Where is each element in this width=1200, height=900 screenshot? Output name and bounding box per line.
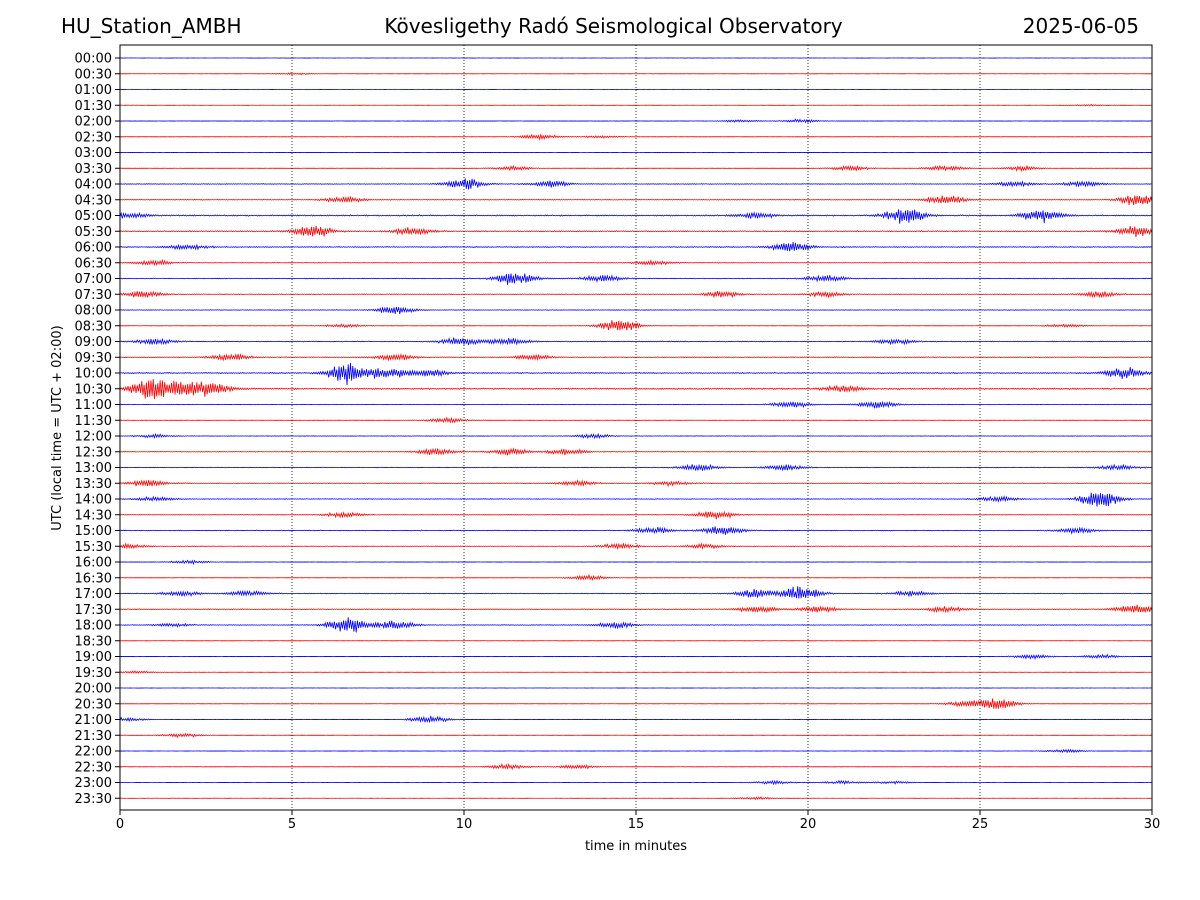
trace-14:00 xyxy=(119,492,1153,507)
y-tick-label: 04:00 xyxy=(75,178,112,193)
y-tick-label: 21:30 xyxy=(75,729,112,744)
trace-14:30 xyxy=(119,510,1153,520)
x-tick-label: 25 xyxy=(972,817,989,832)
trace-22:30 xyxy=(119,763,1153,771)
y-tick-label: 15:00 xyxy=(75,524,112,539)
trace-12:00 xyxy=(119,432,1153,440)
trace-06:30 xyxy=(119,258,1153,267)
y-tick-label: 14:30 xyxy=(75,508,112,523)
x-tick-label: 30 xyxy=(1144,817,1161,832)
x-tick-label: 15 xyxy=(628,817,645,832)
trace-08:00 xyxy=(119,306,1153,315)
y-tick-label: 06:00 xyxy=(75,241,112,256)
trace-16:00 xyxy=(119,559,1153,566)
trace-19:00 xyxy=(119,653,1153,660)
y-tick-label: 05:00 xyxy=(75,209,112,224)
x-tick-label: 20 xyxy=(800,817,817,832)
trace-04:00 xyxy=(119,178,1153,190)
y-tick-label: 01:00 xyxy=(75,83,112,98)
trace-08:30 xyxy=(119,320,1153,331)
trace-23:00 xyxy=(119,779,1153,786)
trace-02:00 xyxy=(119,118,1153,124)
y-tick-label: 17:30 xyxy=(75,603,112,618)
y-tick-label: 14:00 xyxy=(75,493,112,508)
y-tick-label: 16:00 xyxy=(75,556,112,571)
x-tick-label: 0 xyxy=(116,817,124,832)
trace-10:30 xyxy=(119,378,1153,400)
y-tick-label: 21:00 xyxy=(75,713,112,728)
y-tick-label: 00:00 xyxy=(75,52,112,67)
trace-12:30 xyxy=(119,447,1153,456)
trace-17:00 xyxy=(119,586,1153,599)
y-tick-label: 13:00 xyxy=(75,461,112,476)
y-tick-label: 00:30 xyxy=(75,67,112,82)
y-tick-label: 18:00 xyxy=(75,619,112,634)
y-tick-label: 09:30 xyxy=(75,351,112,366)
y-tick-label: 11:30 xyxy=(75,414,112,429)
y-tick-label: 12:30 xyxy=(75,445,112,460)
y-tick-label: 07:00 xyxy=(75,272,112,287)
trace-09:00 xyxy=(119,336,1153,346)
y-tick-label: 18:30 xyxy=(75,634,112,649)
trace-06:00 xyxy=(119,242,1153,252)
y-tick-label: 03:30 xyxy=(75,162,112,177)
trace-00:30 xyxy=(119,72,1153,76)
y-tick-label: 22:30 xyxy=(75,760,112,775)
y-tick-label: 23:30 xyxy=(75,792,112,807)
y-tick-label: 16:30 xyxy=(75,571,112,586)
station-name: HU_Station_AMBH xyxy=(61,14,242,38)
x-tick-label: 10 xyxy=(456,817,473,832)
y-tick-label: 03:00 xyxy=(75,146,112,161)
chart-date: 2025-06-05 xyxy=(1022,14,1139,38)
x-axis-label: time in minutes xyxy=(585,839,687,854)
trace-20:30 xyxy=(119,698,1153,709)
trace-11:00 xyxy=(119,400,1153,409)
y-tick-label: 08:00 xyxy=(75,304,112,319)
y-tick-label: 19:00 xyxy=(75,650,112,665)
grid-lines xyxy=(291,45,981,810)
trace-22:00 xyxy=(119,748,1153,754)
x-tick-label: 5 xyxy=(288,817,296,832)
trace-04:30 xyxy=(119,195,1153,205)
y-tick-label: 05:30 xyxy=(75,225,112,240)
y-tick-label: 10:00 xyxy=(75,367,112,382)
y-tick-label: 02:00 xyxy=(75,115,112,130)
y-tick-label: 17:00 xyxy=(75,587,112,602)
trace-18:00 xyxy=(119,617,1153,633)
y-tick-label: 09:00 xyxy=(75,335,112,350)
y-tick-label: 06:30 xyxy=(75,256,112,271)
y-tick-label: 04:30 xyxy=(75,193,112,208)
y-tick-label: 12:00 xyxy=(75,430,112,445)
y-tick-label: 19:30 xyxy=(75,666,112,681)
y-tick-label: 15:30 xyxy=(75,540,112,555)
y-tick-label: 20:30 xyxy=(75,697,112,712)
y-tick-group: 00:0000:3001:0001:3002:0002:3003:0003:30… xyxy=(75,52,120,807)
chart-title: Kövesligethy Radó Seismological Observat… xyxy=(384,14,843,38)
trace-21:00 xyxy=(119,715,1153,724)
y-tick-label: 22:00 xyxy=(75,745,112,760)
y-tick-label: 08:30 xyxy=(75,319,112,334)
trace-10:00 xyxy=(119,362,1153,386)
trace-15:00 xyxy=(119,526,1153,535)
trace-02:30 xyxy=(119,133,1153,141)
trace-16:30 xyxy=(119,573,1153,581)
y-tick-label: 07:30 xyxy=(75,288,112,303)
y-tick-label: 23:00 xyxy=(75,776,112,791)
y-axis-label: UTC (local time = UTC + 02:00) xyxy=(50,325,65,530)
trace-07:00 xyxy=(119,273,1153,285)
trace-05:00 xyxy=(119,209,1153,224)
y-tick-label: 11:00 xyxy=(75,398,112,413)
y-tick-label: 10:30 xyxy=(75,382,112,397)
x-tick-group: 0 5 10 15 20 25 30 xyxy=(116,810,1160,832)
trace-group xyxy=(119,57,1153,801)
y-tick-label: 13:30 xyxy=(75,477,112,492)
trace-13:00 xyxy=(119,463,1153,472)
y-tick-label: 02:30 xyxy=(75,130,112,145)
y-tick-label: 01:30 xyxy=(75,99,112,114)
y-tick-label: 20:00 xyxy=(75,682,112,697)
